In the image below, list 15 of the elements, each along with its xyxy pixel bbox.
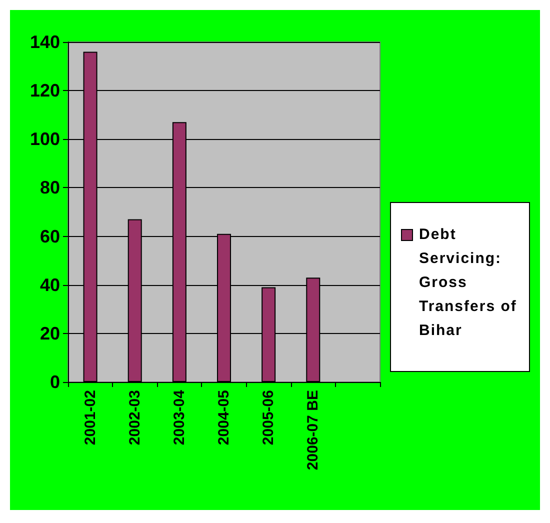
y-tick-label: 20 [40,323,60,344]
x-tick-label: 2002-03 [126,390,144,446]
x-tick-label: 2005-06 [260,390,278,446]
y-tick-label: 100 [30,129,60,150]
x-tick-label: 2004-05 [216,390,232,446]
y-tick-label: 40 [40,274,60,295]
y-tick-label: 140 [30,32,60,52]
y-tick-label: 80 [40,178,60,198]
x-tick-label: 2001-02 [82,390,99,446]
y-tick-label: 120 [30,80,60,101]
y-tick-label: 0 [50,372,60,392]
x-tick-label: 2003-04 [170,389,188,446]
legend-label: Debt Servicing: Gross Transfers of Bihar [419,225,518,341]
y-tick-label: 60 [40,226,60,246]
x-tick-label: 2006-07 BE [304,390,322,470]
